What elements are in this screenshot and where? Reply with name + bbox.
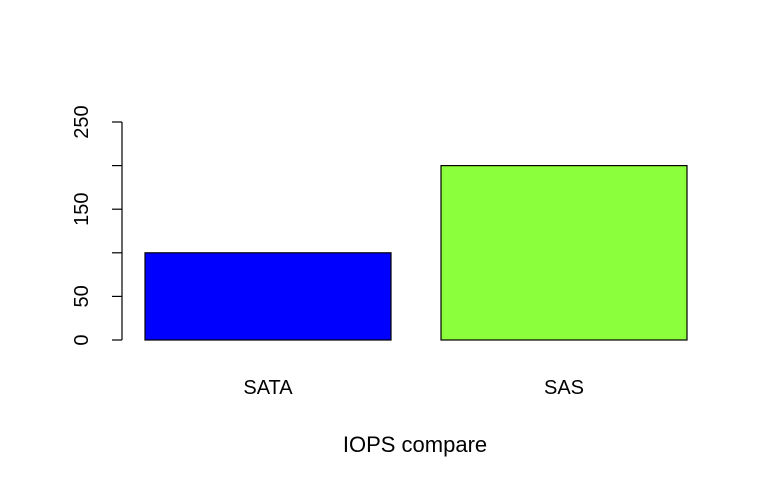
x-tick-label-sas: SAS <box>544 377 584 399</box>
bar-sas <box>440 165 688 341</box>
y-tick-label: 0 <box>71 334 93 345</box>
x-tick-labels: SATA SAS <box>243 377 584 399</box>
x-tick-label-sata: SATA <box>243 377 293 399</box>
y-tick-label: 250 <box>71 105 93 138</box>
bars <box>144 165 688 341</box>
y-axis: 0 50 150 250 <box>71 105 123 346</box>
y-tick-label: 150 <box>71 193 93 226</box>
bar-sata <box>144 252 392 341</box>
x-axis-title: IOPS compare <box>343 432 487 457</box>
y-tick-label: 50 <box>71 285 93 307</box>
